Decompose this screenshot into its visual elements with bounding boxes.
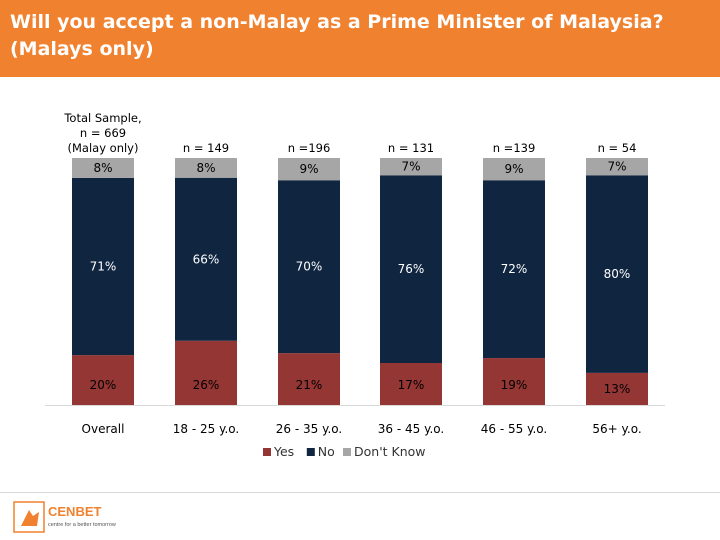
data-label: 20% xyxy=(90,378,117,392)
logo-figure-icon xyxy=(21,510,39,526)
data-label: 8% xyxy=(196,161,215,175)
sample-size-label: n = 669 xyxy=(80,126,126,140)
bar-segment xyxy=(586,158,648,176)
bar-segment xyxy=(278,158,340,181)
logo-text: CENBET xyxy=(48,504,102,519)
data-label: 80% xyxy=(604,267,631,281)
x-tick-label: 26 - 35 y.o. xyxy=(276,422,342,436)
title-bar: Will you accept a non-Malay as a Prime M… xyxy=(0,0,720,77)
sample-size-label: n =196 xyxy=(288,141,331,155)
data-label: 7% xyxy=(401,160,420,174)
legend-swatch xyxy=(343,448,351,456)
data-label: 21% xyxy=(296,378,323,392)
sample-size-label: n = 149 xyxy=(183,141,229,155)
legend-swatch xyxy=(306,448,315,456)
data-label: 8% xyxy=(93,161,112,175)
x-tick-label: 56+ y.o. xyxy=(592,422,641,436)
data-label: 9% xyxy=(504,162,523,176)
data-label: 71% xyxy=(90,260,117,274)
bar-segment xyxy=(380,363,442,405)
bar-segment xyxy=(175,158,237,178)
data-label: 72% xyxy=(501,262,528,276)
x-tick-label: Overall xyxy=(82,422,125,436)
bar-segment xyxy=(72,355,134,405)
cenbet-logo: CENBET centre for a better tomorrow xyxy=(13,501,116,533)
bar-segment xyxy=(380,175,442,364)
bar-segment xyxy=(483,358,545,405)
bar-segment xyxy=(586,175,648,373)
title-line-2: (Malays only) xyxy=(10,38,154,60)
x-tick-label: 46 - 55 y.o. xyxy=(481,422,547,436)
data-label: 76% xyxy=(398,262,425,276)
legend-entry: Yes xyxy=(273,444,294,459)
bar-segment xyxy=(72,158,134,178)
bar-segment xyxy=(380,158,442,176)
data-label: 70% xyxy=(296,260,323,274)
data-label: 7% xyxy=(607,160,626,174)
footer-divider xyxy=(0,492,720,493)
page-title: Will you accept a non-Malay as a Prime M… xyxy=(10,9,710,63)
legend-swatch xyxy=(263,448,271,456)
x-tick-label: 36 - 45 y.o. xyxy=(378,422,444,436)
bar-segment xyxy=(483,158,545,181)
sample-size-label: n =139 xyxy=(493,141,536,155)
bar-segment xyxy=(175,177,237,341)
sample-size-label: n = 131 xyxy=(388,141,434,155)
stacked-bar-chart: 20% 71% 8% Total Sample,n = 669(Malay only)… xyxy=(45,111,665,459)
title-line-1: Will you accept a non-Malay as a Prime M… xyxy=(10,11,664,33)
bar-segment xyxy=(586,372,648,405)
logo-tagline: centre for a better tomorrow xyxy=(48,522,116,528)
sample-size-label: Total Sample, xyxy=(63,111,141,125)
bar-segment xyxy=(175,340,237,405)
legend-entry: Don't Know xyxy=(354,444,426,459)
data-label: 13% xyxy=(604,382,631,396)
bar-segment xyxy=(278,353,340,405)
data-label: 19% xyxy=(501,378,528,392)
legend-entry: No xyxy=(318,444,335,459)
sample-size-label: n = 54 xyxy=(598,141,637,155)
sample-size-label: (Malay only) xyxy=(68,141,139,155)
x-tick-label: 18 - 25 y.o. xyxy=(173,422,239,436)
data-label: 17% xyxy=(398,378,425,392)
data-label: 9% xyxy=(299,162,318,176)
bar-segment xyxy=(278,180,340,354)
bar-segment xyxy=(483,180,545,359)
bar-segment xyxy=(72,177,134,356)
data-label: 26% xyxy=(193,378,220,392)
data-label: 66% xyxy=(193,252,220,266)
